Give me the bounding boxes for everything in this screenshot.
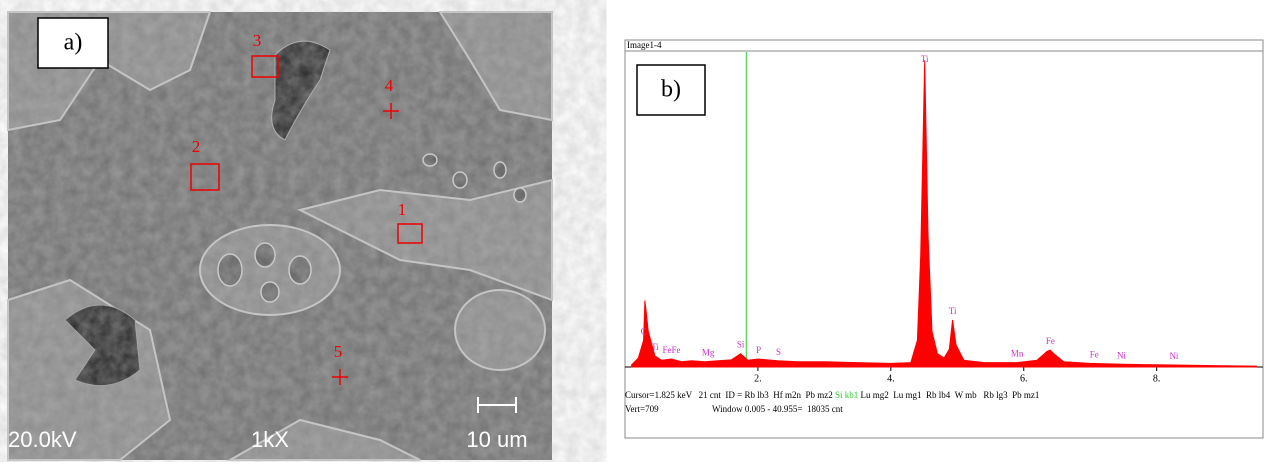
status-text: Cursor=1.825 keV 21 cnt ID = Rb lb3 Hf m… (625, 390, 835, 400)
panel-label: a) (64, 30, 83, 56)
peak-label: P (756, 345, 761, 355)
status-text: Vert=709 (625, 404, 659, 414)
x-tick-label: 8. (1153, 373, 1161, 384)
x-tick-label: 2. (754, 373, 762, 384)
x-tick-label: 6. (1020, 373, 1028, 384)
marker-label: 4 (385, 76, 394, 95)
panel-label: b) (661, 77, 681, 103)
peak-label: Mg (702, 348, 715, 358)
status-text: Cursor=1.825 keV 21 cnt ID = Rb lb3 Hf m… (625, 390, 1039, 400)
marker-label: 1 (398, 200, 407, 219)
peak-label: Ti (949, 306, 957, 316)
peak-label: Fe (1090, 350, 1099, 360)
peak-label: Ni (1169, 351, 1178, 361)
sem-image: a) 1 2 3 4 5 20.0kV 1kX 10 um (7, 11, 553, 461)
magnification: 1kX (251, 427, 289, 452)
peak-label: Fe (1046, 336, 1055, 346)
marker-label: 3 (253, 31, 262, 50)
peak-label: Ti (921, 54, 929, 64)
peak-label: C (641, 326, 647, 336)
status-text: Si kb1 (835, 390, 858, 400)
peak-label: Si (737, 340, 745, 350)
peak-label: Ti (651, 342, 659, 352)
peak-label: Mn (1011, 349, 1024, 359)
x-tick-label: 4. (887, 373, 895, 384)
spectrum-panel: Image1-4 b) Cursor=1.825 keV 21 cnt ID =… (624, 39, 1264, 439)
marker-label: 5 (334, 342, 343, 361)
peak-label: FeFe (663, 345, 681, 355)
voltage: 20.0kV (8, 427, 77, 452)
peak-label: S (776, 347, 781, 357)
status-text: Lu mg2 Lu mg1 Rb lb4 W mb Rb lg3 Pb mz1 (858, 390, 1039, 400)
chart-title: Image1-4 (627, 40, 662, 50)
peak-label: Ni (1117, 350, 1126, 360)
scale-bar-label: 10 um (466, 427, 527, 452)
spectrum-area (631, 60, 1257, 368)
status-text: Window 0.005 - 40.955= 18035 cnt (712, 404, 843, 414)
marker-label: 2 (192, 137, 201, 156)
